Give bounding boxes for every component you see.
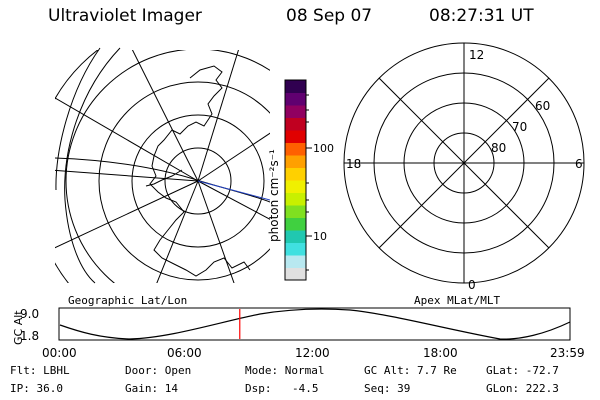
status-dsp: Dsp: <box>245 382 272 395</box>
geo-meridian <box>197 180 270 220</box>
timeline-xtick: 06:00 <box>167 346 202 360</box>
status-glat: GLat: -72.7 <box>486 364 559 377</box>
colorbar-segment <box>285 167 306 181</box>
colorbar-segment <box>285 155 306 168</box>
status-seq: Seq: 39 <box>364 382 411 395</box>
altitude-curve <box>59 308 571 340</box>
colorbar-segment <box>285 105 306 118</box>
colorbar-segment <box>285 117 306 131</box>
colorbar-unit-label: photon cm⁻²s⁻¹ <box>267 149 281 242</box>
time-label: 08:27:31 UT <box>429 6 534 26</box>
status-gcalt: GC Alt: 7.7 Re <box>364 364 457 377</box>
geo-limb-arc <box>55 47 101 191</box>
mlat-label-60: 60 <box>535 99 550 113</box>
geo-latitude-line <box>55 157 270 203</box>
colorbar-segment <box>285 230 306 243</box>
date-label: 08 Sep 07 <box>286 6 373 26</box>
geo-lat-circle <box>65 50 270 283</box>
colorbar-segment <box>285 267 306 281</box>
geo-meridian <box>197 50 239 182</box>
timeline-xtick: 00:00 <box>42 346 77 360</box>
geo-lat-circle <box>131 114 265 248</box>
geo-limb-arc <box>64 47 121 284</box>
colorbar-segment <box>285 180 306 193</box>
colorbar-segment <box>285 205 306 218</box>
status-door: Door: Open <box>125 364 192 377</box>
status-gain: Gain: 14 <box>125 382 178 395</box>
apex-label: Apex MLat/MLT <box>414 294 501 307</box>
geo-meridian <box>156 180 199 283</box>
timeline-ytick-top: 9.0 <box>20 307 39 321</box>
timeline-ytick-bottom: 1.8 <box>20 329 39 343</box>
antarctica-coastline <box>149 65 251 277</box>
colorbar-segment <box>285 130 306 143</box>
mlat-label-80: 80 <box>491 141 506 155</box>
geo-meridian <box>55 169 199 182</box>
geo-lat-circle <box>164 147 232 215</box>
geographic-label: Geographic Lat/Lon <box>68 294 188 307</box>
mlt-label-6: 6 <box>575 157 583 171</box>
timeline-ylabel: GC Alt <box>12 310 25 345</box>
colorbar-segment <box>285 242 306 256</box>
status-flt: Flt: LBHL <box>10 364 70 377</box>
geo-meridian <box>131 50 199 182</box>
status-dsp-value: -4.5 <box>292 382 319 395</box>
colorbar-tick-label: 100 <box>313 142 334 155</box>
blue-track-line <box>197 180 270 201</box>
mlt-label-12: 12 <box>469 48 484 62</box>
mlt-label-0: 0 <box>468 278 476 292</box>
geo-meridian <box>55 97 199 182</box>
colorbar-segment <box>285 192 306 206</box>
status-mode: Mode: Normal <box>245 364 325 377</box>
instrument-title: Ultraviolet Imager <box>48 6 202 26</box>
colorbar-segment <box>285 217 306 231</box>
timeline-xtick: 18:00 <box>423 346 458 360</box>
colorbar-tick-label: 10 <box>313 230 327 243</box>
timeline-xtick: 23:59 <box>550 346 585 360</box>
mlat-label-70: 70 <box>512 120 527 134</box>
geo-meridian <box>55 180 199 249</box>
mlt-label-18: 18 <box>346 157 361 171</box>
status-ip: IP: 36.0 <box>10 382 63 395</box>
colorbar-segment <box>285 255 306 268</box>
timeline-xtick: 12:00 <box>295 346 330 360</box>
geo-lat-circle <box>98 81 270 281</box>
apex-mlt-line <box>378 77 550 249</box>
colorbar-segment <box>285 92 306 106</box>
colorbar-segment <box>285 80 306 93</box>
geo-meridian <box>197 132 270 182</box>
colorbar-segment <box>285 142 306 156</box>
geo-meridian <box>197 180 235 283</box>
status-glon: GLon: 222.3 <box>486 382 559 395</box>
